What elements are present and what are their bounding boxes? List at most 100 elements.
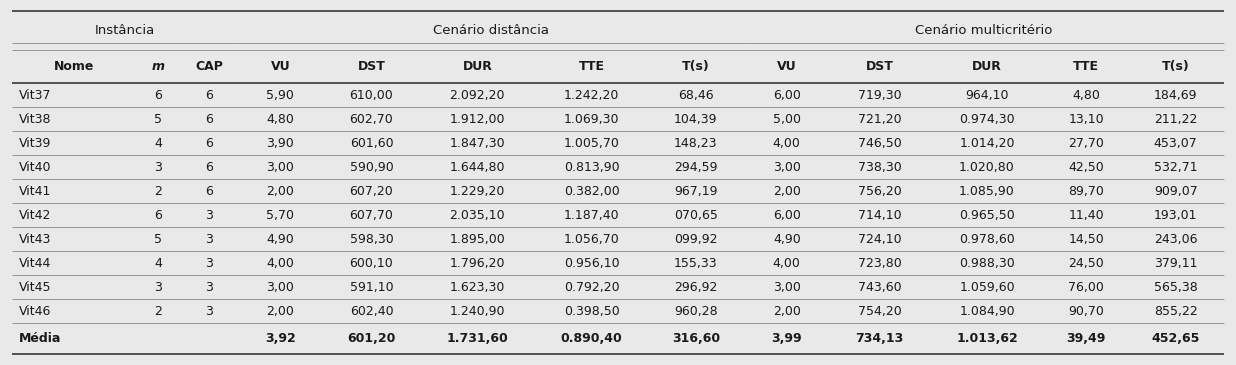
Text: 600,10: 600,10 [350, 257, 393, 270]
Text: 452,65: 452,65 [1152, 332, 1200, 345]
Text: 0.974,30: 0.974,30 [959, 112, 1015, 126]
Text: 243,06: 243,06 [1154, 233, 1198, 246]
Text: 4,80: 4,80 [267, 112, 294, 126]
Text: 1.084,90: 1.084,90 [959, 305, 1015, 318]
Text: 855,22: 855,22 [1153, 305, 1198, 318]
Text: 6: 6 [205, 112, 214, 126]
Text: 294,59: 294,59 [674, 161, 718, 174]
Text: DUR: DUR [971, 60, 1002, 73]
Text: 6: 6 [154, 88, 162, 101]
Text: 070,65: 070,65 [674, 208, 718, 222]
Text: 1.731,60: 1.731,60 [446, 332, 508, 345]
Text: 14,50: 14,50 [1068, 233, 1104, 246]
Text: 0.792,20: 0.792,20 [564, 281, 619, 294]
Text: 3,00: 3,00 [772, 161, 801, 174]
Text: 3: 3 [205, 281, 214, 294]
Text: Cenário multicritério: Cenário multicritério [915, 24, 1052, 37]
Text: 1.796,20: 1.796,20 [450, 257, 506, 270]
Text: 1.005,70: 1.005,70 [564, 137, 619, 150]
Text: 1.644,80: 1.644,80 [450, 161, 506, 174]
Text: CAP: CAP [195, 60, 224, 73]
Text: 6: 6 [205, 88, 214, 101]
Text: 565,38: 565,38 [1153, 281, 1198, 294]
Text: 6: 6 [205, 185, 214, 197]
Text: 453,07: 453,07 [1153, 137, 1198, 150]
Text: TTE: TTE [578, 60, 604, 73]
Text: 3,92: 3,92 [265, 332, 295, 345]
Text: 5,00: 5,00 [772, 112, 801, 126]
Text: 1.912,00: 1.912,00 [450, 112, 506, 126]
Text: 6,00: 6,00 [772, 208, 801, 222]
Text: 3: 3 [205, 257, 214, 270]
Text: 3,00: 3,00 [267, 281, 294, 294]
Text: 4,80: 4,80 [1073, 88, 1100, 101]
Text: 607,20: 607,20 [350, 185, 393, 197]
Text: 964,10: 964,10 [965, 88, 1009, 101]
Text: 1.895,00: 1.895,00 [450, 233, 506, 246]
Text: 738,30: 738,30 [858, 161, 901, 174]
Text: 4,00: 4,00 [267, 257, 294, 270]
Text: 3,99: 3,99 [771, 332, 802, 345]
Text: 2: 2 [154, 305, 162, 318]
Text: 3: 3 [154, 281, 162, 294]
Text: Vit41: Vit41 [19, 185, 51, 197]
Text: 4: 4 [154, 137, 162, 150]
Text: 6: 6 [205, 161, 214, 174]
Text: 104,39: 104,39 [674, 112, 718, 126]
Text: 2.092,20: 2.092,20 [450, 88, 506, 101]
Text: 743,60: 743,60 [858, 281, 901, 294]
Text: 148,23: 148,23 [674, 137, 718, 150]
Text: DST: DST [865, 60, 894, 73]
Text: 746,50: 746,50 [858, 137, 901, 150]
Text: 4: 4 [154, 257, 162, 270]
Text: 532,71: 532,71 [1154, 161, 1198, 174]
Text: 0.382,00: 0.382,00 [564, 185, 619, 197]
Text: Vit46: Vit46 [19, 305, 51, 318]
Text: 598,30: 598,30 [350, 233, 393, 246]
Text: 2,00: 2,00 [267, 305, 294, 318]
Text: 967,19: 967,19 [674, 185, 718, 197]
Text: 6: 6 [154, 208, 162, 222]
Text: 756,20: 756,20 [858, 185, 901, 197]
Text: Vit37: Vit37 [19, 88, 51, 101]
Text: 4,90: 4,90 [267, 233, 294, 246]
Text: 0.965,50: 0.965,50 [959, 208, 1015, 222]
Text: 5,70: 5,70 [267, 208, 294, 222]
Text: Cenário distância: Cenário distância [433, 24, 549, 37]
Text: 0.398,50: 0.398,50 [564, 305, 619, 318]
Text: 76,00: 76,00 [1068, 281, 1104, 294]
Text: 6: 6 [205, 137, 214, 150]
Text: 3,90: 3,90 [267, 137, 294, 150]
Text: 0.890,40: 0.890,40 [561, 332, 623, 345]
Text: 719,30: 719,30 [858, 88, 901, 101]
Text: 379,11: 379,11 [1154, 257, 1198, 270]
Text: Vit43: Vit43 [19, 233, 51, 246]
Text: 2,00: 2,00 [772, 185, 801, 197]
Text: 27,70: 27,70 [1068, 137, 1104, 150]
Text: Vit42: Vit42 [19, 208, 51, 222]
Text: 1.847,30: 1.847,30 [450, 137, 506, 150]
Text: 591,10: 591,10 [350, 281, 393, 294]
Text: 601,20: 601,20 [347, 332, 396, 345]
Text: 0.813,90: 0.813,90 [564, 161, 619, 174]
Text: VU: VU [777, 60, 796, 73]
Text: 610,00: 610,00 [350, 88, 393, 101]
Text: 1.013,62: 1.013,62 [957, 332, 1018, 345]
Text: 754,20: 754,20 [858, 305, 901, 318]
Text: T(s): T(s) [682, 60, 709, 73]
Text: 1.240,90: 1.240,90 [450, 305, 506, 318]
Text: 1.056,70: 1.056,70 [564, 233, 619, 246]
Text: 155,33: 155,33 [674, 257, 718, 270]
Text: 1.242,20: 1.242,20 [564, 88, 619, 101]
Text: 2,00: 2,00 [772, 305, 801, 318]
Text: 68,46: 68,46 [679, 88, 713, 101]
Text: VU: VU [271, 60, 290, 73]
Text: 11,40: 11,40 [1068, 208, 1104, 222]
Text: 6,00: 6,00 [772, 88, 801, 101]
Text: 90,70: 90,70 [1068, 305, 1104, 318]
Text: 960,28: 960,28 [674, 305, 718, 318]
Text: Vit38: Vit38 [19, 112, 51, 126]
Text: 1.085,90: 1.085,90 [959, 185, 1015, 197]
Text: 89,70: 89,70 [1068, 185, 1104, 197]
Text: 602,40: 602,40 [350, 305, 393, 318]
